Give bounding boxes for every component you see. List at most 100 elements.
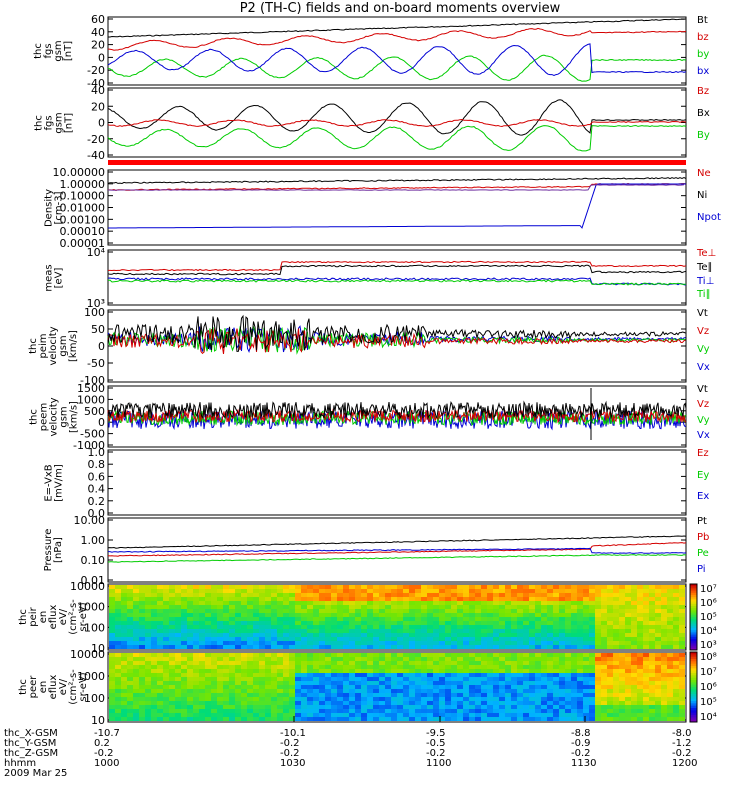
ytick-label: 40 xyxy=(91,84,105,97)
ytick-label: 10.00 xyxy=(74,514,106,527)
colorbar-label: 10⁴ xyxy=(700,626,717,637)
legend-Ne: Ne xyxy=(697,168,711,179)
ytick-label: -50 xyxy=(87,357,105,370)
colorbar-label: 10⁵ xyxy=(700,697,717,708)
legend-Ti∥: Ti∥ xyxy=(697,289,711,300)
legend-Pe: Pe xyxy=(697,548,709,559)
legend-Vx: Vx xyxy=(697,362,710,373)
ytick-label: 0 xyxy=(98,340,105,353)
legend-Vx: Vx xyxy=(697,430,710,441)
ytitle-peim: thc peim velocity gsm [km/s] xyxy=(29,310,79,382)
legend-Ez: Ez xyxy=(697,448,709,459)
ytitle-fgs2: thc fgs gsm [nT] xyxy=(34,88,74,157)
footer-value: 1200 xyxy=(672,758,697,769)
red-separator xyxy=(108,160,686,165)
ytitle-fgs: thc fgs gsm [nT] xyxy=(34,17,74,85)
series-Ni xyxy=(108,178,686,184)
ytick-label: 0.8 xyxy=(88,458,106,471)
legend-Ni: Ni xyxy=(697,190,707,201)
series-Tipar xyxy=(108,280,686,285)
colorbar-label: 10³ xyxy=(700,640,717,651)
ytick-label: 1.00 xyxy=(81,534,106,547)
colorbar-label: 10⁶ xyxy=(700,598,717,609)
series-Pt xyxy=(108,536,686,548)
series-By xyxy=(108,126,686,151)
panel-efield: 1.00.80.60.40.20.0 xyxy=(88,446,687,520)
legend-by: by xyxy=(697,49,709,60)
ytick-label: 20 xyxy=(91,100,105,113)
legend-Bz: Bz xyxy=(697,86,709,97)
ytick-label: -40 xyxy=(87,149,105,162)
legend-Bx: Bx xyxy=(697,108,710,119)
legend-Pb: Pb xyxy=(697,532,709,543)
panel-fgs: 6040200-20-40 xyxy=(87,13,686,90)
ytick-label: 0 xyxy=(98,117,105,130)
legend-Te⊥: Te⊥ xyxy=(697,248,716,259)
colorbar-label: 10⁶ xyxy=(700,682,717,693)
colorbar-peer: 10⁸ 10⁷ 10⁶ 10⁵ 10⁴ xyxy=(690,652,717,723)
legend-Vz: Vz xyxy=(697,399,709,410)
ytick-label: 10⁴ xyxy=(87,246,106,259)
legend-Vt: Vt xyxy=(697,384,708,395)
ytick-label: 40 xyxy=(91,26,105,39)
series-Pe xyxy=(108,555,686,563)
legend-By: By xyxy=(697,130,710,141)
panel-frame xyxy=(108,250,686,305)
legend-bx: bx xyxy=(697,66,709,77)
series-Pb xyxy=(108,543,686,557)
legend-Pi: Pi xyxy=(697,564,706,575)
ytick-label: 0.4 xyxy=(88,483,106,496)
ytitle-peer: thc peer en eflux eV/ (cm²-s- sr-eV) xyxy=(19,652,89,722)
ytitle-peem: thc peem velocity gsm [km/s] xyxy=(29,386,79,447)
colorbar-peir: 10⁷ 10⁶ 10⁵ 10⁴ 10³ xyxy=(690,584,717,651)
series-Bx xyxy=(108,100,686,135)
panel-frame xyxy=(108,450,686,515)
series-Npot xyxy=(108,184,686,228)
ytitle-efield: E=-VxB [mV/m] xyxy=(44,450,64,515)
legend-Ex: Ex xyxy=(697,491,709,502)
series-Pi xyxy=(108,548,686,553)
legend-Vy: Vy xyxy=(697,344,710,355)
ytick-label: 1.0 xyxy=(88,446,106,459)
legend-Te∥: Te∥ xyxy=(697,262,713,273)
series-bz xyxy=(108,28,686,50)
spectrogram-peir xyxy=(109,585,685,649)
ytick-label: 60 xyxy=(91,13,105,26)
series-by xyxy=(108,55,686,81)
ytick-label: 100 xyxy=(84,306,105,319)
ytitle-temp: meas [eV] xyxy=(44,250,64,305)
ytick-label: 0.6 xyxy=(88,470,106,483)
ytick-label: -20 xyxy=(87,64,105,77)
series-bx xyxy=(108,44,686,76)
ytick-label: 0.10 xyxy=(81,554,106,567)
colorbar-label: 10⁷ xyxy=(700,667,717,678)
legend-Bt: Bt xyxy=(697,15,708,26)
ytick-label: 0 xyxy=(98,51,105,64)
colorbar-label: 10⁵ xyxy=(700,612,717,623)
legend-Vt: Vt xyxy=(697,308,708,319)
ytick-label: 0.2 xyxy=(88,495,106,508)
panel-pressure: 10.001.000.100.01 xyxy=(74,514,687,587)
panel-frame xyxy=(108,170,686,245)
legend-Vz: Vz xyxy=(697,326,709,337)
ytick-label: -20 xyxy=(87,133,105,146)
ytitle-pressure: Pressure [nPa] xyxy=(44,518,64,582)
ytitle-density: Density [cm-3] xyxy=(44,170,64,245)
ytick-label: 20 xyxy=(91,39,105,52)
ytick-label: 50 xyxy=(91,323,105,336)
legend-Pt: Pt xyxy=(697,516,707,527)
ytick-label: 10 xyxy=(91,714,105,727)
footer-value: 1000 xyxy=(94,758,119,769)
footer-date: 2009 Mar 25 xyxy=(4,768,67,779)
colorbar-label: 10⁴ xyxy=(700,712,717,723)
footer-value: 1100 xyxy=(426,758,451,769)
ytitle-peir: thc peir en eflux eV/ (cm²-s- sr-eV) xyxy=(19,584,89,650)
legend-bz: bz xyxy=(697,32,709,43)
colorbar-label: 10⁸ xyxy=(700,652,717,663)
series-Bt xyxy=(108,19,686,37)
legend-Ey: Ey xyxy=(697,470,709,481)
colorbar-label: 10⁷ xyxy=(700,584,717,595)
legend-Vy: Vy xyxy=(697,415,710,426)
spectrogram-peer xyxy=(109,653,685,721)
